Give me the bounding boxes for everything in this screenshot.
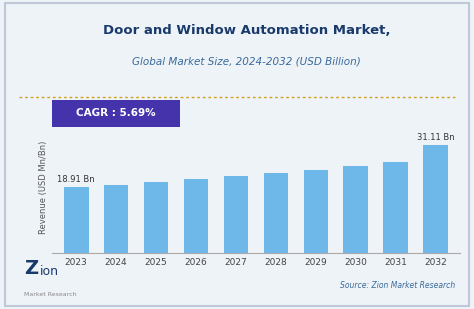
Bar — [383, 162, 408, 253]
Text: 18.91 Bn: 18.91 Bn — [57, 176, 95, 184]
Bar — [264, 173, 288, 253]
Bar — [64, 187, 89, 253]
Text: Market Research: Market Research — [24, 292, 76, 297]
Bar — [104, 185, 128, 253]
Text: Source: Zion Market Research: Source: Zion Market Research — [340, 281, 455, 290]
Bar — [303, 170, 328, 253]
Text: CAGR : 5.69%: CAGR : 5.69% — [76, 108, 156, 118]
Bar — [183, 180, 209, 253]
Bar — [144, 182, 168, 253]
Bar — [224, 176, 248, 253]
Bar — [423, 145, 448, 253]
Y-axis label: Revenue (USD Mn/Bn): Revenue (USD Mn/Bn) — [39, 140, 48, 234]
Bar — [344, 167, 368, 253]
Text: 31.11 Bn: 31.11 Bn — [417, 133, 455, 142]
Text: Global Market Size, 2024-2032 (USD Billion): Global Market Size, 2024-2032 (USD Billi… — [132, 57, 361, 67]
Text: Z: Z — [24, 259, 38, 278]
Text: Door and Window Automation Market,: Door and Window Automation Market, — [103, 24, 390, 37]
Text: ion: ion — [40, 265, 59, 278]
